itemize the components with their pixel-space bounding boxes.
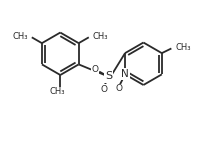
Text: S: S [105, 72, 112, 81]
Text: CH₃: CH₃ [175, 43, 191, 52]
Text: O: O [101, 85, 108, 94]
Text: O: O [115, 84, 122, 93]
Text: N: N [121, 69, 129, 79]
Text: O: O [92, 65, 98, 74]
Text: CH₃: CH₃ [49, 87, 65, 96]
Text: CH₃: CH₃ [93, 32, 108, 41]
Text: CH₃: CH₃ [12, 32, 28, 41]
